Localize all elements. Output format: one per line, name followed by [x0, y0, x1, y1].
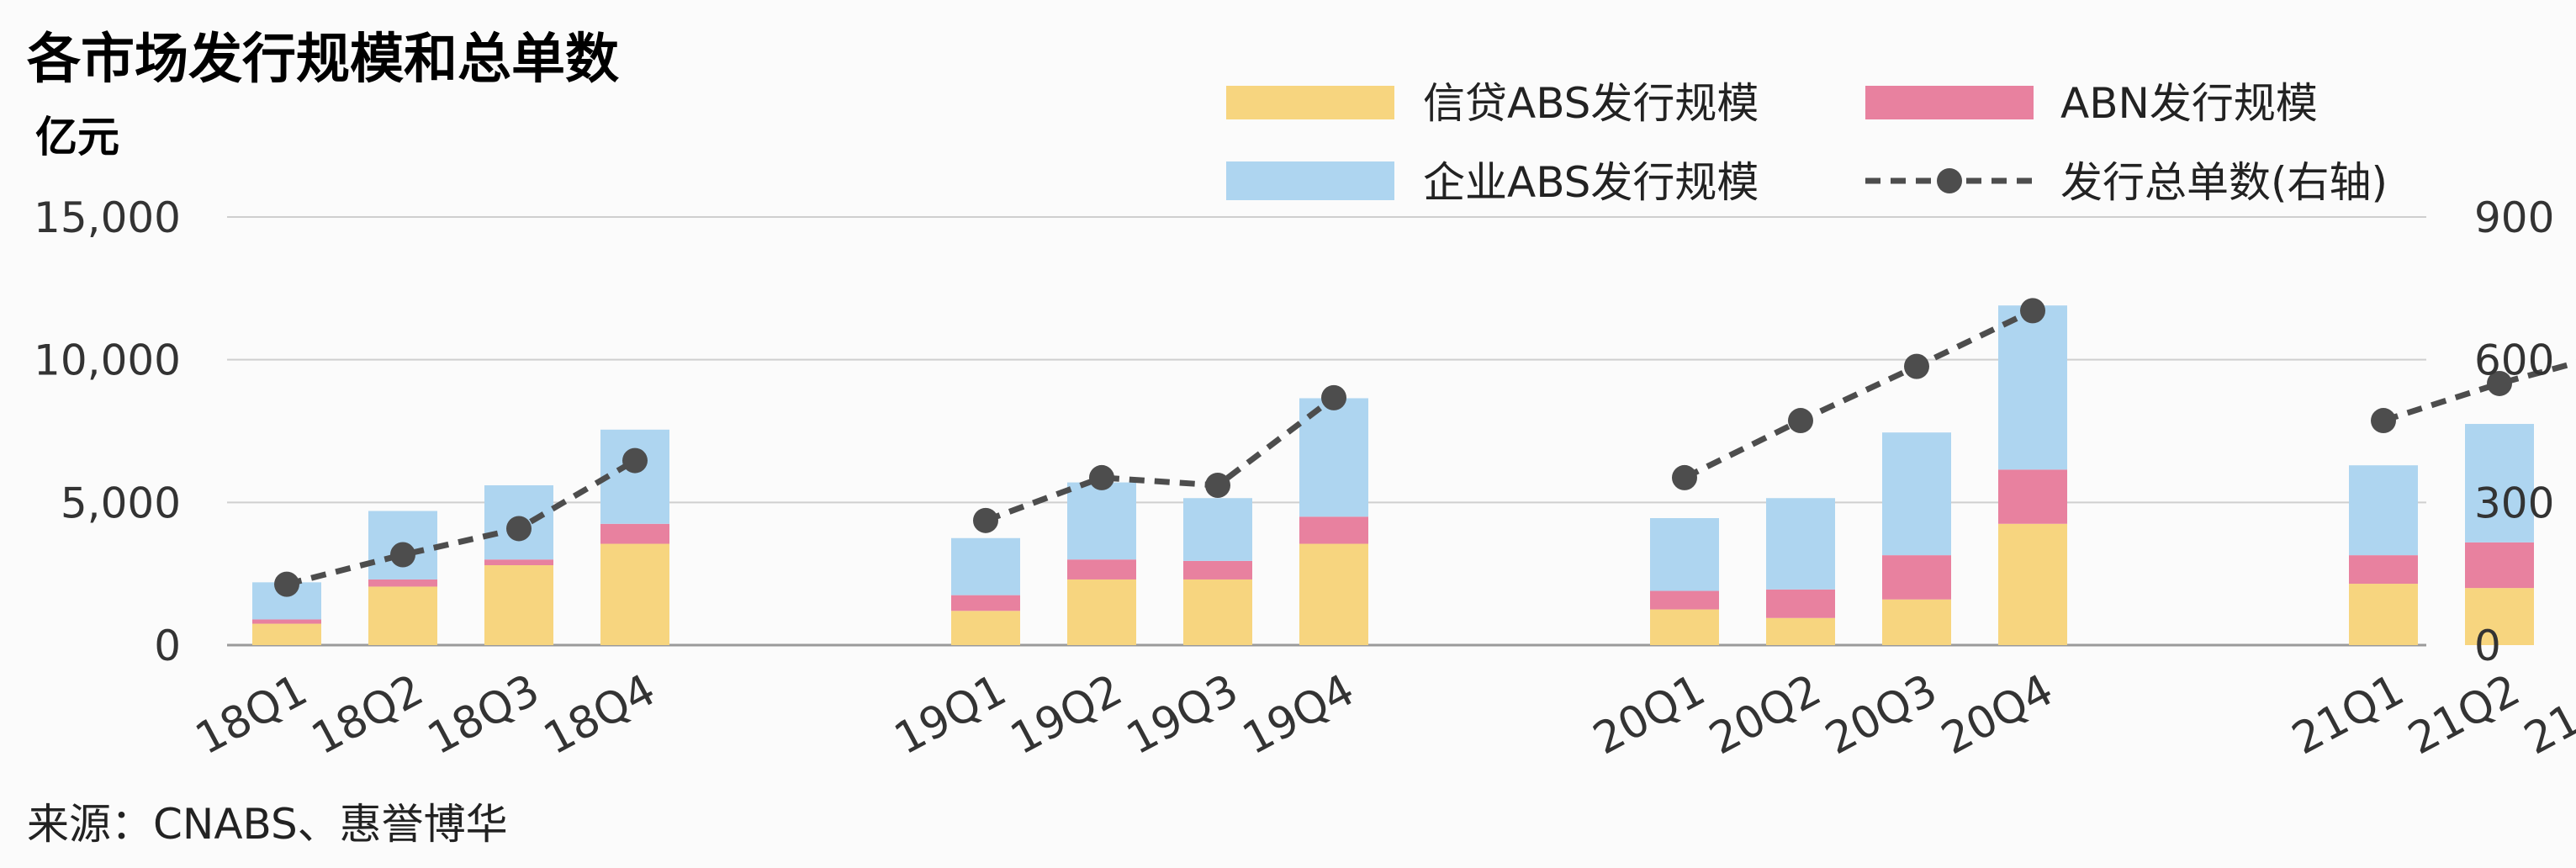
bar-enterprise-abs [951, 537, 1020, 595]
bar-abn [1650, 590, 1719, 610]
y-tick-label: 10,000 [34, 336, 181, 385]
legend: 信贷ABS发行规模 ABN发行规模 企业ABS发行规模 发行总单数(右轴) [1226, 79, 2388, 207]
bar-abn [1183, 560, 1252, 580]
bar-credit-abs [2465, 588, 2534, 645]
legend-label-enterprise-abs: 企业ABS发行规模 [1423, 158, 1759, 207]
y2-tick-label: 900 [2474, 193, 2554, 242]
line-point [1321, 384, 1346, 410]
bar-credit-abs [1299, 543, 1368, 645]
line-point [2020, 298, 2045, 324]
right-axis-ticks: 0 300 600 900 [2474, 193, 2554, 670]
line-point [390, 542, 415, 568]
bar-credit-abs [1650, 609, 1719, 645]
x-tick-label: 18Q3 [420, 665, 547, 765]
bar-credit-abs [368, 586, 437, 645]
x-tick-label: 18Q1 [188, 665, 315, 765]
x-tick-label: 19Q1 [886, 665, 1014, 765]
line-segment [1683, 308, 2034, 481]
legend-label-total-count: 发行总单数(右轴) [2060, 158, 2388, 207]
bar-credit-abs [1882, 599, 1951, 645]
legend-label-abn: ABN发行规模 [2060, 79, 2318, 128]
y-tick-label: 0 [154, 622, 181, 670]
line-point [973, 507, 998, 533]
y-tick-label: 5,000 [61, 479, 181, 527]
bar-enterprise-abs [2349, 465, 2418, 556]
bar-abn [1299, 516, 1368, 544]
x-tick-label: 20Q3 [1817, 665, 1945, 765]
bar-abn [2349, 555, 2418, 585]
bar-credit-abs [1998, 523, 2067, 645]
bar-credit-abs [1183, 579, 1252, 645]
line-point [1904, 353, 1929, 379]
line-point [1672, 464, 1697, 490]
x-tick-label: 19Q2 [1002, 665, 1130, 765]
bar-enterprise-abs [600, 429, 669, 524]
line-segment [984, 395, 1336, 524]
x-tick-label: 21Q3 [2516, 665, 2576, 765]
x-tick-label: 19Q4 [1235, 665, 1362, 765]
bar-abn [600, 523, 669, 544]
bar-enterprise-abs [1998, 305, 2067, 470]
chart-title: 各市场发行规模和总单数 [27, 29, 619, 91]
legend-swatch-enterprise-abs [1226, 161, 1394, 200]
bar-enterprise-abs [1882, 432, 1951, 556]
bar-credit-abs [1766, 617, 1835, 645]
bar-abn [2465, 542, 2534, 589]
x-tick-label: 20Q4 [1933, 665, 2061, 765]
bar-abn [1998, 469, 2067, 524]
bar-credit-abs [2349, 584, 2418, 645]
bar-credit-abs [252, 623, 321, 645]
line-segment [286, 458, 637, 588]
bar-abn [484, 559, 553, 565]
line-point [622, 447, 648, 474]
x-tick-label: 19Q3 [1119, 665, 1246, 765]
total-count-line [274, 298, 2576, 597]
left-axis-ticks: 0 5,000 10,000 15,000 [34, 193, 181, 670]
line-point [1788, 408, 1813, 434]
bar-enterprise-abs [2465, 424, 2534, 542]
x-tick-label: 18Q4 [536, 665, 664, 765]
line-point [506, 516, 532, 542]
bar-enterprise-abs [1067, 482, 1136, 560]
x-tick-label: 21Q2 [2400, 665, 2528, 765]
line-point [274, 571, 299, 597]
x-tick-label: 20Q2 [1701, 665, 1829, 765]
x-tick-label: 18Q2 [304, 665, 431, 765]
y2-tick-label: 0 [2474, 622, 2501, 670]
y-axis-unit: 亿元 [35, 113, 119, 161]
legend-label-credit-abs: 信贷ABS发行规模 [1423, 79, 1759, 128]
y2-tick-label: 300 [2474, 479, 2554, 527]
bar-abn [1882, 555, 1951, 600]
bar-credit-abs [600, 543, 669, 645]
legend-swatch-abn [1865, 86, 2034, 119]
line-point [2487, 370, 2512, 396]
source-note: 来源：CNABS、惠誉博华 [27, 800, 508, 849]
y-tick-label: 15,000 [34, 193, 181, 242]
bar-credit-abs [484, 564, 553, 645]
line-point [1089, 464, 1114, 490]
bar-enterprise-abs [1183, 498, 1252, 561]
bar-credit-abs [951, 611, 1020, 645]
x-tick-label: 21Q1 [2284, 665, 2412, 765]
y2-tick-label: 600 [2474, 336, 2554, 385]
bar-enterprise-abs [1650, 517, 1719, 591]
x-tick-label: 20Q1 [1585, 665, 1713, 765]
bar-abn [1067, 559, 1136, 580]
bar-credit-abs [1067, 579, 1136, 645]
line-segment [2382, 359, 2576, 424]
line-point [2371, 408, 2396, 434]
line-point [1205, 472, 1230, 498]
bars [252, 305, 2534, 645]
legend-swatch-marker [1937, 168, 1962, 193]
bar-abn [252, 619, 321, 624]
bar-enterprise-abs [1766, 498, 1835, 590]
legend-swatch-credit-abs [1226, 86, 1394, 119]
bar-abn [368, 579, 437, 587]
bar-abn [951, 595, 1020, 611]
bar-abn [1766, 589, 1835, 618]
